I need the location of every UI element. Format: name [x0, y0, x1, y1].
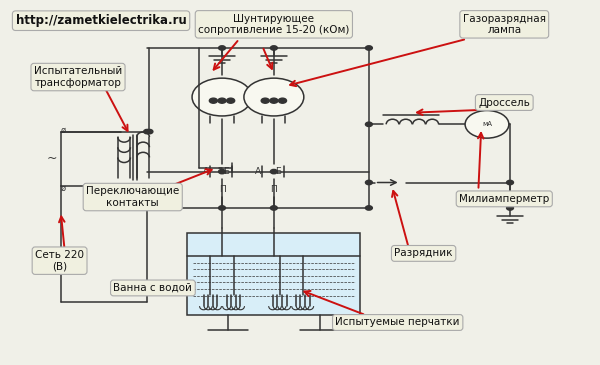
Text: Б: Б [224, 167, 230, 176]
Text: ø: ø [61, 125, 66, 134]
Text: Б: Б [275, 167, 281, 176]
Circle shape [227, 98, 235, 103]
Text: Ванна с водой: Ванна с водой [113, 283, 193, 293]
Circle shape [365, 206, 373, 210]
Circle shape [261, 98, 269, 103]
Text: http://zametkielectrika.ru: http://zametkielectrika.ru [16, 14, 187, 27]
Text: Испытательный
трансформатор: Испытательный трансформатор [34, 66, 122, 88]
Circle shape [218, 46, 226, 50]
Circle shape [271, 206, 277, 210]
Text: Переключающие
контакты: Переключающие контакты [86, 186, 179, 208]
Text: Сеть 220
(В): Сеть 220 (В) [35, 250, 84, 272]
Circle shape [209, 98, 217, 103]
Circle shape [365, 122, 373, 127]
Circle shape [244, 78, 304, 116]
Circle shape [192, 78, 252, 116]
Circle shape [270, 98, 278, 103]
Circle shape [146, 130, 153, 134]
Circle shape [271, 46, 277, 50]
Text: А: А [203, 167, 209, 176]
Text: ~: ~ [47, 152, 58, 165]
Text: Дроссель: Дроссель [478, 97, 530, 108]
Text: П: П [271, 185, 277, 194]
Text: ø: ø [61, 184, 66, 192]
Circle shape [271, 169, 277, 174]
Text: П: П [218, 185, 226, 194]
Circle shape [506, 180, 514, 185]
Text: А: А [254, 167, 261, 176]
Bar [187, 233, 360, 315]
Text: Испытуемые перчатки: Испытуемые перчатки [335, 318, 460, 327]
Circle shape [365, 46, 373, 50]
Circle shape [218, 98, 226, 103]
Text: Милиамперметр: Милиамперметр [459, 194, 550, 204]
Text: Разрядник: Разрядник [394, 249, 453, 258]
Text: Шунтирующее
сопротивление 15-20 (кОм): Шунтирующее сопротивление 15-20 (кОм) [198, 14, 350, 35]
Text: мА: мА [482, 121, 492, 127]
Circle shape [143, 130, 151, 134]
Text: Газоразрядная
лампа: Газоразрядная лампа [463, 14, 546, 35]
Circle shape [365, 180, 373, 185]
Circle shape [506, 206, 514, 210]
Circle shape [218, 206, 226, 210]
Circle shape [278, 98, 287, 103]
Circle shape [465, 111, 509, 138]
Circle shape [218, 169, 226, 174]
